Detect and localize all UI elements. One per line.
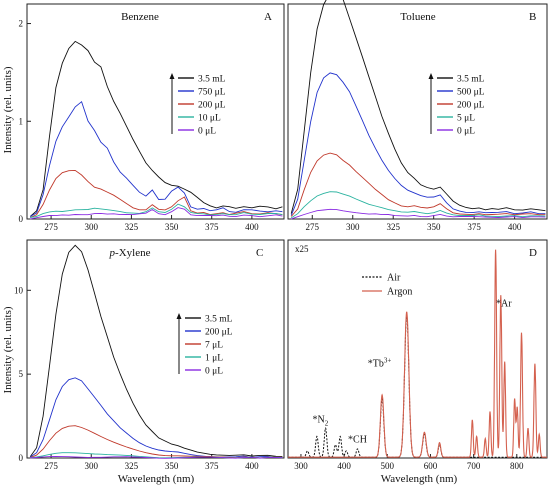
legend-label: 200 μL [198,101,226,111]
y-tick-label: 10 [14,285,24,295]
legend-label: 3.5 mL [198,75,226,85]
y-tick-label: 0 [19,214,24,224]
plot-frame [26,239,285,459]
panel-a-benzene: 275 300 325 350 375 400 0 1 2 3.5 mL 750 μL 200 μL 1… [19,3,285,232]
annotation-text: *CH [348,434,367,445]
legend-label: 5 μL [457,114,475,124]
series-line [291,208,546,220]
panel-b-toluene: 275 300 325 350 375 400 3.5 mL 500 μL 200 μL 5 μL… [287,0,548,232]
peak-annotation: *CH [348,434,367,445]
plot-frame [287,239,548,459]
legend-label: 0 μL [198,127,216,137]
annotation-superscript: 3+ [384,357,392,365]
panel-c-title-italic: p [109,247,116,259]
plot-frame [26,3,285,220]
annotation-text: *N [313,415,325,426]
series-line [30,456,283,459]
x-axis-label-d: Wavelength (nm) [381,473,458,485]
legend-arrow-head [176,313,182,319]
x-tick-label: 325 [386,222,400,232]
series-line [290,191,546,219]
x-tick-label: 275 [306,222,320,232]
x-tick-label: 350 [165,461,179,471]
legend-label: 200 μL [457,101,485,111]
x-tick-label: 400 [337,461,351,471]
series-line [29,40,283,217]
series-line [30,169,283,218]
x-tick-label: 375 [467,222,481,232]
panel-c-title-rest: -Xylene [115,247,151,259]
intensity-scale-label: x25 [295,244,309,254]
legend-label: 200 μL [205,328,233,338]
x-tick-label: 275 [44,222,58,232]
x-tick-label: 700 [467,461,481,471]
panel-c-title: p-Xylene [109,247,151,259]
annotation-subscript: 2 [325,420,329,428]
series-line [288,249,547,458]
x-tick-label: 600 [424,461,438,471]
panel-d-letter: D [529,247,537,259]
legend-arrow-head [169,73,175,79]
legend-label: 500 μL [457,88,485,98]
x-tick-label: 300 [346,222,360,232]
series-line [29,377,283,458]
x-tick-label: 800 [510,461,524,471]
legend-label: 0 μL [457,127,475,137]
x-tick-label: 350 [427,222,441,232]
panel-c-p-xylene: 275 300 325 350 375 400 0 5 10 3.5 mL 200 μL 7 μL 1 … [14,239,285,471]
annotation-text: *Tb [368,359,384,370]
annotation-text: *Ar [496,298,512,309]
legend-label: 3.5 mL [457,75,485,85]
x-tick-label: 275 [44,461,58,471]
x-tick-label: 400 [508,222,522,232]
x-axis-label-c: Wavelength (nm) [118,473,195,485]
series-line [30,203,283,218]
series-line [290,72,546,216]
x-tick-label: 375 [205,222,219,232]
x-tick-label: 300 [85,461,99,471]
panel-b-letter: B [529,11,536,23]
x-tick-label: 325 [125,222,139,232]
series-line [30,207,283,220]
x-tick-label: 375 [205,461,219,471]
y-axis-label-top: Intensity (rel. units) [2,66,14,153]
y-axis-label-bottom: Intensity (rel. units) [2,306,14,393]
legend-label: Air [387,273,401,284]
legend-label: 10 μL [198,114,221,124]
peak-annotation: *N2 [313,415,329,428]
x-tick-label: 300 [294,461,308,471]
panel-a-letter: A [264,11,272,23]
plot-frame [287,3,548,220]
x-tick-label: 325 [125,461,139,471]
x-tick-label: 350 [165,222,179,232]
series-line [288,314,547,458]
series-line [29,100,283,217]
series-line [290,152,546,217]
panel-b-title: Toluene [400,11,435,23]
peak-annotation: *Ar [496,298,512,309]
legend-label: 1 μL [205,354,223,364]
series-line [29,244,283,457]
x-tick-label: 400 [245,461,259,471]
legend-arrow-head [428,73,434,79]
y-tick-label: 1 [19,116,24,126]
x-tick-label: 400 [245,222,259,232]
legend-label: 3.5 mL [205,315,233,325]
peak-annotation: *Tb3+ [368,357,392,370]
y-tick-label: 5 [19,369,24,379]
x-tick-label: 300 [85,222,99,232]
panel-d-air-argon: 300 400 500 600 700 800 Air Argon *N2 *CH *Tb3+ *Ar [287,239,548,471]
y-tick-label: 2 [19,19,24,29]
legend-label: 750 μL [198,88,226,98]
panel-a-title: Benzene [121,11,159,23]
x-tick-label: 500 [381,461,395,471]
panel-c-letter: C [256,247,263,259]
y-tick-label: 0 [19,453,24,463]
legend-label: 0 μL [205,367,223,377]
series-line [290,0,546,214]
legend-label: 7 μL [205,341,223,351]
legend-label: Argon [387,287,412,298]
